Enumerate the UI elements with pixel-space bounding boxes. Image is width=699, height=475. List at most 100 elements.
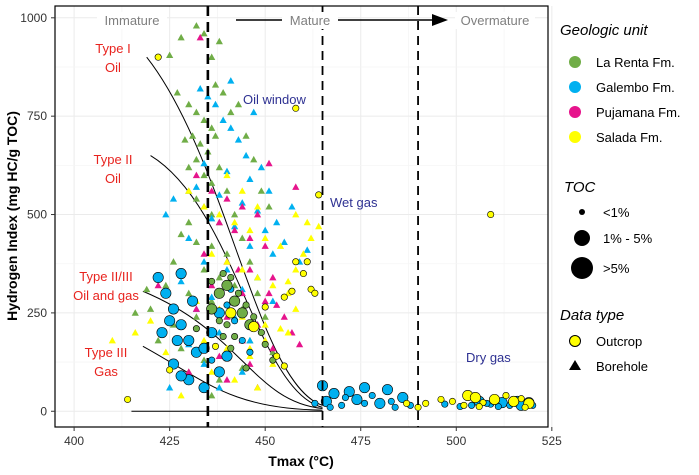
salada-fm-outcrop-point bbox=[303, 258, 311, 266]
la-renta-fm-borehole-point bbox=[166, 51, 174, 59]
la-renta-fm-borehole-point bbox=[261, 313, 269, 320]
x-tick-label: 400 bbox=[64, 434, 84, 448]
stage-mature-bg bbox=[282, 12, 338, 29]
legend-la-renta-label: La Renta Fm. bbox=[596, 55, 675, 70]
salada-fm-outcrop-point bbox=[273, 352, 281, 360]
legend-toc-title: TOC bbox=[564, 179, 596, 196]
la-renta-fm-borehole-point bbox=[200, 116, 208, 123]
pujamana-fm-borehole-point bbox=[261, 242, 269, 249]
legend-la-renta-swatch bbox=[569, 56, 581, 68]
salada-fm-outcrop-point bbox=[488, 393, 500, 405]
galembo-fm-borehole-point bbox=[269, 250, 277, 257]
la-renta-fm-borehole-point bbox=[215, 376, 223, 383]
pujamana-fm-borehole-point bbox=[265, 289, 273, 297]
salada-fm-outcrop-point bbox=[508, 395, 520, 407]
zone-oil-window: Oil window bbox=[243, 92, 306, 107]
legend-toc-large-swatch bbox=[571, 257, 593, 279]
salada-fm-borehole-point bbox=[276, 325, 285, 332]
salada-fm-borehole-point bbox=[185, 187, 193, 194]
stage-overmature: Overmature bbox=[461, 13, 530, 28]
la-renta-fm-borehole-point bbox=[173, 88, 181, 96]
la-renta-fm-borehole-point bbox=[192, 108, 201, 116]
salada-fm-outcrop-point bbox=[299, 270, 307, 278]
galembo-fm-borehole-point bbox=[257, 163, 265, 171]
pujamana-fm-borehole-point bbox=[261, 297, 269, 304]
galembo-fm-outcrop-point bbox=[171, 334, 183, 346]
la-renta-fm-borehole-point bbox=[215, 37, 223, 45]
salada-fm-borehole-point bbox=[238, 266, 246, 273]
salada-fm-borehole-point bbox=[315, 222, 323, 230]
la-renta-fm-borehole-point bbox=[200, 171, 208, 179]
salada-fm-borehole-point bbox=[253, 273, 262, 281]
salada-fm-borehole-point bbox=[292, 305, 300, 312]
salada-fm-borehole-point bbox=[208, 368, 216, 375]
la-renta-fm-borehole-point bbox=[223, 250, 231, 257]
kerogen-curve bbox=[146, 56, 323, 406]
salada-fm-borehole-point bbox=[238, 187, 246, 194]
la-renta-fm-borehole-point bbox=[192, 238, 201, 245]
salada-fm-outcrop-point bbox=[517, 395, 525, 403]
legend-toc-small-label: <1% bbox=[603, 205, 630, 220]
salada-fm-outcrop-point bbox=[292, 104, 300, 112]
x-tick-label: 500 bbox=[446, 434, 466, 448]
galembo-fm-outcrop-point bbox=[156, 327, 168, 339]
galembo-fm-borehole-point bbox=[177, 277, 185, 285]
la-renta-fm-borehole-point bbox=[185, 163, 193, 171]
legend-toc-medium-swatch bbox=[574, 230, 590, 246]
pujamana-fm-borehole-point bbox=[280, 313, 288, 320]
salada-fm-outcrop-point bbox=[311, 289, 319, 297]
galembo-fm-borehole-point bbox=[208, 214, 216, 222]
salada-fm-borehole-point bbox=[303, 218, 311, 226]
pujamana-fm-borehole-point bbox=[192, 305, 201, 312]
galembo-fm-outcrop-point bbox=[208, 356, 216, 364]
x-tick-label: 425 bbox=[160, 434, 180, 448]
salada-fm-borehole-point bbox=[200, 203, 208, 210]
legend-galembo-swatch bbox=[569, 81, 581, 93]
y-tick-label: 250 bbox=[27, 306, 47, 320]
pujamana-fm-borehole-point bbox=[246, 266, 254, 273]
salada-fm-outcrop-point bbox=[280, 362, 288, 370]
galembo-fm-borehole-point bbox=[200, 159, 208, 167]
la-renta-fm-outcrop-point bbox=[242, 364, 250, 372]
legend-pujamana-swatch bbox=[569, 106, 581, 118]
salada-fm-borehole-point bbox=[108, 336, 116, 344]
salada-fm-borehole-point bbox=[231, 376, 239, 383]
galembo-fm-outcrop-point bbox=[328, 388, 340, 400]
legend-toc-medium-label: 1% - 5% bbox=[603, 231, 653, 246]
pujamana-fm-borehole-point bbox=[231, 226, 239, 234]
pujamana-fm-borehole-point bbox=[295, 340, 304, 348]
la-renta-fm-borehole-point bbox=[215, 273, 223, 281]
pujamana-fm-borehole-point bbox=[273, 301, 281, 308]
galembo-fm-outcrop-point bbox=[311, 399, 319, 407]
galembo-fm-outcrop-point bbox=[187, 295, 199, 307]
salada-fm-outcrop-point bbox=[292, 258, 300, 266]
galembo-fm-borehole-point bbox=[204, 92, 212, 100]
galembo-fm-borehole-point bbox=[238, 199, 246, 206]
galembo-fm-borehole-point bbox=[288, 203, 296, 210]
salada-fm-borehole-point bbox=[269, 360, 277, 367]
la-renta-fm-borehole-point bbox=[185, 289, 193, 297]
la-renta-fm-borehole-point bbox=[169, 258, 178, 265]
la-renta-fm-borehole-point bbox=[192, 155, 201, 163]
galembo-fm-outcrop-point bbox=[368, 392, 376, 400]
pujamana-fm-borehole-point bbox=[215, 218, 223, 226]
la-renta-fm-borehole-point bbox=[177, 33, 185, 41]
la-renta-fm-outcrop-point bbox=[234, 289, 242, 297]
pujamana-fm-borehole-point bbox=[185, 368, 193, 375]
x-tick-label: 525 bbox=[542, 434, 562, 448]
la-renta-fm-borehole-point bbox=[211, 132, 220, 139]
la-renta-fm-borehole-point bbox=[192, 22, 201, 29]
salada-fm-borehole-point bbox=[292, 266, 300, 273]
salada-fm-borehole-point bbox=[177, 391, 185, 399]
la-renta-fm-borehole-point bbox=[200, 29, 208, 37]
plot-background bbox=[55, 6, 548, 427]
salada-fm-outcrop-point bbox=[212, 342, 220, 350]
salada-fm-borehole-point bbox=[276, 242, 285, 249]
legend-datatype-title: Data type bbox=[560, 307, 624, 324]
la-renta-fm-borehole-point bbox=[250, 155, 258, 163]
galembo-fm-borehole-point bbox=[253, 206, 262, 214]
salada-fm-borehole-point bbox=[208, 250, 216, 257]
legend-borehole-swatch bbox=[569, 360, 581, 370]
galembo-fm-borehole-point bbox=[223, 167, 231, 175]
kerogen-type-ii-label: Type II bbox=[93, 152, 132, 167]
